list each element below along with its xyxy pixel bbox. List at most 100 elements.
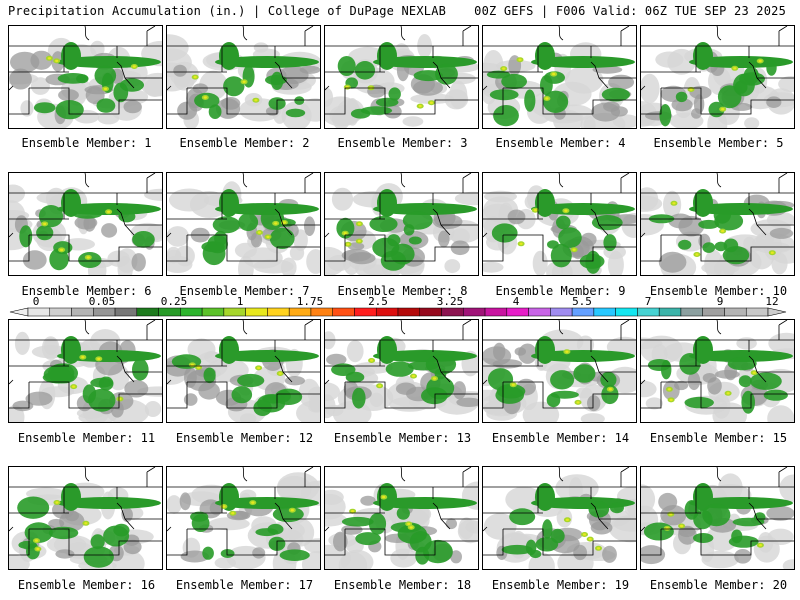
colorbar-tick-label: 1.75 [297, 296, 324, 308]
colorbar-tick-label: 9 [717, 296, 724, 308]
precip-map [325, 320, 478, 422]
member-map-panel [166, 172, 321, 276]
member-map-panel [482, 172, 637, 276]
colorbar-swatch [593, 307, 616, 317]
ensemble-member-label: Ensemble Member: 11 [17, 431, 156, 445]
member-map-panel [482, 25, 637, 129]
colorbar-swatch [506, 307, 529, 317]
member-map-panel [8, 25, 163, 129]
ensemble-member-label: Ensemble Member: 19 [491, 578, 630, 592]
colorbar-swatch [484, 307, 508, 317]
colorbar-tick-label: 12 [765, 296, 778, 308]
colorbar-tick-label: 0.05 [89, 296, 116, 308]
colorbar-swatch [223, 307, 246, 317]
precip-map [167, 173, 320, 275]
member-map-panel [166, 319, 321, 423]
colorbar-high-arrow [767, 307, 787, 317]
precip-map [641, 320, 794, 422]
colorbar-tick-label: 0.25 [161, 296, 188, 308]
ensemble-member-label: Ensemble Member: 14 [491, 431, 630, 445]
colorbar-swatch [71, 307, 94, 317]
precip-map [9, 26, 162, 128]
colorbar-swatch [745, 307, 769, 317]
colorbar-swatch [354, 307, 377, 317]
colorbar-swatch [680, 307, 703, 317]
precip-map [9, 320, 162, 422]
precip-map [483, 467, 636, 569]
precip-map [483, 320, 636, 422]
member-map-panel [166, 466, 321, 570]
ensemble-member-label: Ensemble Member: 6 [21, 284, 152, 298]
precip-map [9, 173, 162, 275]
colorbar-tick-label: 3.25 [437, 296, 464, 308]
ensemble-member-label: Ensemble Member: 2 [179, 136, 310, 150]
colorbar-swatch [93, 307, 116, 317]
precip-map [483, 26, 636, 128]
ensemble-member-label: Ensemble Member: 20 [649, 578, 788, 592]
ensemble-member-label: Ensemble Member: 7 [179, 284, 310, 298]
colorbar-tick-label: 2.5 [368, 296, 388, 308]
colorbar-swatch [571, 307, 595, 317]
colorbar-tick-label: 7 [645, 296, 652, 308]
colorbar-swatch [550, 307, 573, 317]
colorbar-swatch [180, 307, 203, 317]
colorbar-swatch [201, 307, 225, 317]
ensemble-member-label: Ensemble Member: 4 [495, 136, 626, 150]
colorbar-swatch [245, 307, 268, 317]
ensemble-member-label: Ensemble Member: 16 [17, 578, 156, 592]
ensemble-member-label: Ensemble Member: 9 [495, 284, 626, 298]
member-map-panel [324, 319, 479, 423]
colorbar-swatch [310, 307, 333, 317]
precip-colorbar: 0 0.05 0.25 1 1.75 2.5 3.25 4 5.5 7 9 12 [9, 296, 787, 317]
colorbar-swatch [637, 307, 660, 317]
colorbar-swatch [419, 307, 442, 317]
colorbar-swatch [332, 307, 355, 317]
ensemble-member-label: Ensemble Member: 12 [175, 431, 314, 445]
colorbar-swatch [528, 307, 551, 317]
colorbar-swatch [27, 307, 51, 317]
colorbar-tick-label: 1 [237, 296, 244, 308]
colorbar-swatch [724, 307, 747, 317]
ensemble-member-label: Ensemble Member: 17 [175, 578, 314, 592]
ensemble-member-label: Ensemble Member: 18 [333, 578, 472, 592]
member-map-panel [166, 25, 321, 129]
run-valid-time: 00Z GEFS | F006 Valid: 06Z TUE SEP 23 20… [474, 4, 786, 18]
colorbar-swatch [136, 307, 159, 317]
colorbar-swatch [114, 307, 138, 317]
colorbar-swatch [288, 307, 312, 317]
precip-map [641, 467, 794, 569]
colorbar-tick-label: 0 [33, 296, 40, 308]
colorbar-tick-label: 4 [513, 296, 520, 308]
precip-map [325, 173, 478, 275]
member-map-panel [640, 319, 795, 423]
member-map-panel [640, 25, 795, 129]
colorbar-swatch [49, 307, 72, 317]
ensemble-member-label: Ensemble Member: 3 [337, 136, 468, 150]
ensemble-member-label: Ensemble Member: 15 [649, 431, 788, 445]
member-map-panel [324, 172, 479, 276]
precip-map [325, 26, 478, 128]
member-map-panel [482, 319, 637, 423]
map-title: Precipitation Accumulation (in.) | Colle… [8, 4, 447, 18]
member-map-panel [8, 172, 163, 276]
precip-map [641, 26, 794, 128]
member-map-panel [482, 466, 637, 570]
colorbar-swatch [267, 307, 290, 317]
colorbar-swatch [658, 307, 682, 317]
colorbar-swatch [441, 307, 464, 317]
precip-map [167, 467, 320, 569]
colorbar-swatch [375, 307, 399, 317]
colorbar-swatch [463, 307, 486, 317]
colorbar-low-arrow [9, 307, 29, 317]
precip-map [641, 173, 794, 275]
precip-map [325, 467, 478, 569]
precip-map [9, 467, 162, 569]
colorbar-tick-label: 5.5 [572, 296, 592, 308]
ensemble-member-label: Ensemble Member: 1 [21, 136, 152, 150]
ensemble-member-label: Ensemble Member: 13 [333, 431, 472, 445]
precip-map [167, 26, 320, 128]
colorbar-swatch [158, 307, 181, 317]
precip-map [167, 320, 320, 422]
ensemble-member-label: Ensemble Member: 8 [337, 284, 468, 298]
member-map-panel [640, 172, 795, 276]
